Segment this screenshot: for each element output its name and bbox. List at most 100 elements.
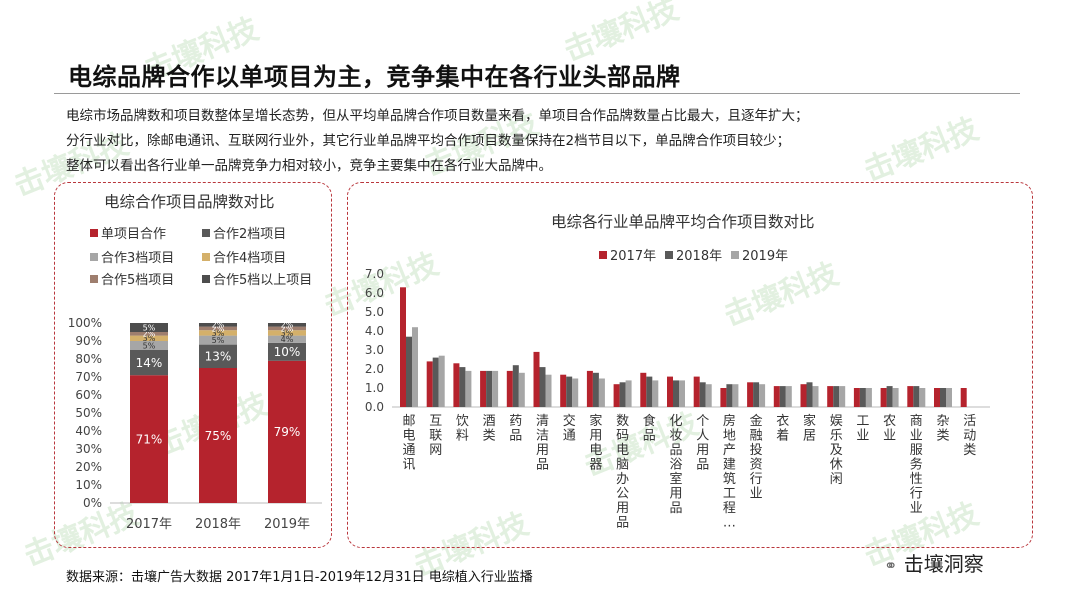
- bar-segment: [199, 335, 237, 345]
- y-tick-label: 100%: [68, 316, 102, 330]
- x-tick-label: 个人用品: [696, 414, 709, 473]
- legend-label: 合作2档项目: [213, 227, 287, 242]
- bar: [747, 382, 754, 407]
- data-label: 79%: [274, 425, 301, 439]
- bar: [506, 370, 513, 407]
- x-tick-label: 家用电器: [589, 413, 602, 473]
- bar: [839, 386, 846, 407]
- bar: [806, 382, 813, 407]
- x-tick-label: 2018年: [195, 517, 241, 532]
- bar: [913, 386, 920, 407]
- brand-logo-text: ⚭ 击壤洞察: [884, 548, 984, 577]
- bar-segment: [199, 344, 237, 368]
- data-label: 3%: [143, 334, 156, 343]
- legend-swatch: [202, 229, 210, 237]
- bar: [673, 380, 679, 407]
- bar: [438, 355, 445, 407]
- y-tick-label: 0.0: [365, 400, 384, 414]
- bar: [426, 361, 433, 407]
- y-tick-label: 80%: [75, 352, 102, 366]
- bar: [592, 372, 599, 407]
- x-tick-label: 2019年: [264, 517, 310, 532]
- x-tick-label: 金融投资行业: [750, 413, 763, 502]
- x-tick-label: 杂类: [936, 414, 949, 444]
- watermark: 击壤科技: [859, 111, 984, 189]
- wechat-icon: ⚭: [884, 556, 898, 575]
- y-tick-label: 7.0: [365, 267, 384, 281]
- bar: [566, 376, 573, 407]
- bar: [880, 388, 887, 407]
- bar: [432, 357, 439, 407]
- right-chart-title: 电综各行业单品牌平均合作项目数对比: [551, 213, 815, 231]
- legend-swatch: [665, 251, 673, 259]
- y-tick-label: 2.0: [365, 362, 384, 376]
- x-tick-label: 食品: [643, 413, 656, 444]
- legend-label: 2017年: [610, 249, 657, 264]
- legend-swatch: [90, 253, 98, 261]
- bar: [598, 378, 605, 407]
- y-tick-label: 4.0: [365, 324, 384, 338]
- bar: [572, 378, 579, 407]
- data-label: 71%: [136, 432, 163, 446]
- y-tick-label: 50%: [75, 406, 102, 420]
- y-tick-label: 5.0: [365, 305, 384, 319]
- left-chart-legend: 单项目合作 合作2档项目 合作3档项目 合作4档项目 合作5档项目 合作5档以上…: [90, 223, 330, 293]
- legend-swatch: [90, 275, 98, 283]
- x-tick-label: 清洁用品: [536, 414, 549, 473]
- bar: [812, 386, 819, 407]
- bar: [693, 376, 700, 407]
- x-tick-label: 家居: [803, 413, 816, 444]
- bar: [625, 380, 632, 407]
- bar-segment: [130, 335, 168, 341]
- y-tick-label: 20%: [75, 460, 102, 474]
- y-tick-label: 90%: [75, 334, 102, 348]
- x-tick-label: 农业: [883, 414, 896, 444]
- bar-segment: [268, 326, 306, 331]
- bar: [726, 384, 733, 407]
- x-tick-label: 酒类: [483, 414, 496, 444]
- title-divider: [54, 93, 1020, 94]
- brand-name: 击壤洞察: [903, 552, 984, 576]
- bar: [539, 367, 546, 407]
- bar: [960, 388, 967, 407]
- bar-segment: [199, 368, 237, 503]
- bar: [646, 376, 653, 407]
- bar: [919, 388, 926, 407]
- data-label: 75%: [205, 429, 232, 443]
- bar: [753, 382, 760, 407]
- data-label: 3%: [212, 329, 225, 338]
- bar: [886, 386, 893, 407]
- legend-label: 2019年: [742, 249, 789, 264]
- legend-swatch: [599, 251, 607, 259]
- data-label: 13%: [205, 350, 232, 364]
- bar: [619, 382, 626, 407]
- bar: [640, 372, 647, 407]
- bar: [785, 386, 792, 407]
- data-label: 5%: [143, 323, 156, 332]
- x-tick-label: 数码电脑办公用品: [616, 414, 629, 531]
- page-title: 电综品牌合作以单项目为主，竞争集中在各行业头部品牌: [68, 63, 681, 91]
- legend-swatch: [90, 229, 98, 237]
- bar: [892, 388, 899, 407]
- bar: [586, 370, 593, 407]
- bar-segment: [199, 330, 237, 336]
- bar: [705, 384, 712, 407]
- legend-label: 合作5档以上项目: [213, 273, 313, 288]
- bar: [800, 384, 807, 407]
- bar: [412, 327, 418, 407]
- x-tick-label: 互联网: [429, 414, 442, 458]
- x-tick-label: 饮料: [456, 414, 469, 444]
- x-tick-label: 衣着: [776, 413, 789, 444]
- bar-segment: [130, 350, 168, 376]
- data-label: 3%: [281, 329, 294, 338]
- y-tick-label: 70%: [75, 370, 102, 384]
- bar-segment: [268, 330, 306, 336]
- description-line: 分行业对比，除邮电通讯、互联网行业外，其它行业单品牌平均合作项目数量保持在2档节…: [66, 133, 791, 149]
- description-line: 电综市场品牌数和项目数整体呈增长态势，但从平均单品牌合作项目数量来看，单项目合作…: [66, 108, 809, 124]
- bar: [652, 380, 659, 407]
- data-label: 2%: [212, 321, 225, 330]
- legend-label: 合作3档项目: [101, 251, 175, 266]
- bar: [486, 370, 493, 407]
- x-tick-label: 交通: [563, 413, 576, 444]
- legend-label: 合作5档项目: [101, 273, 175, 288]
